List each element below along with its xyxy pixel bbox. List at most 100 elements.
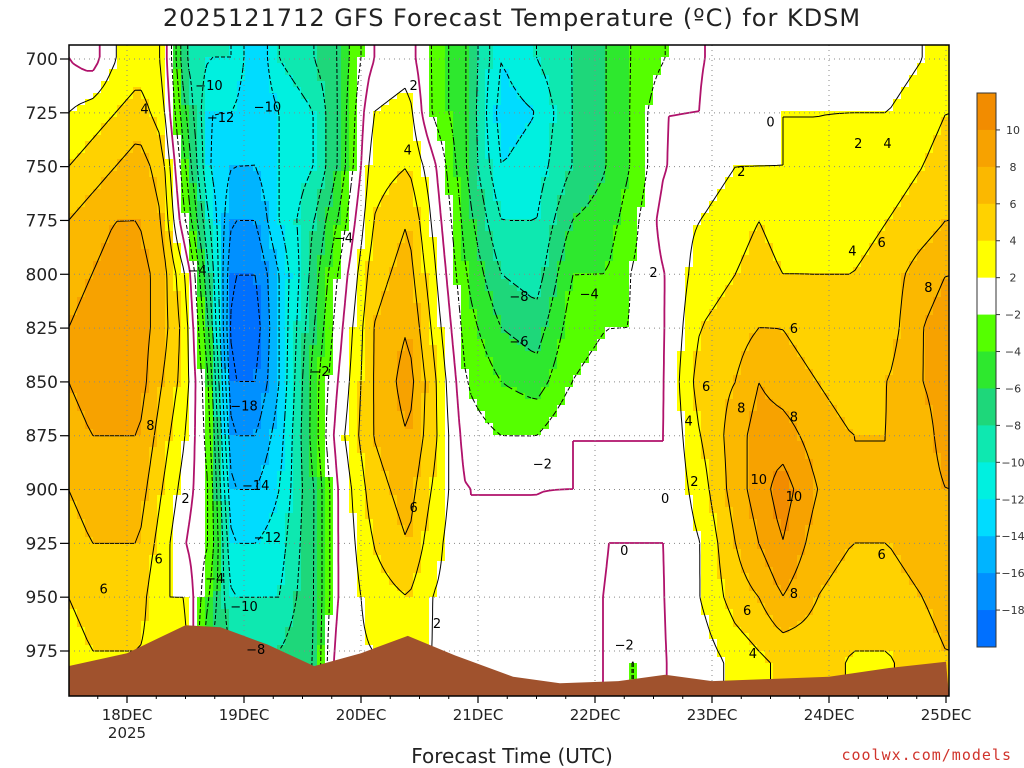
temperature-cell [237, 87, 246, 94]
temperature-cell [133, 393, 142, 400]
temperature-cell [333, 549, 342, 556]
temperature-cell [293, 237, 302, 244]
temperature-cell [245, 261, 254, 268]
temperature-cell [269, 459, 278, 466]
temperature-cell [109, 537, 118, 544]
temperature-cell [373, 531, 382, 538]
temperature-cell [205, 465, 214, 472]
temperature-cell [181, 315, 190, 322]
temperature-cell [101, 471, 110, 478]
temperature-cell [189, 291, 198, 298]
temperature-cell [197, 147, 206, 154]
temperature-cell [285, 123, 294, 130]
temperature-cell [165, 393, 174, 400]
temperature-cell [101, 645, 110, 652]
temperature-cell [397, 495, 406, 502]
temperature-cell [157, 171, 166, 178]
temperature-cell [405, 279, 414, 286]
temperature-cell [77, 477, 86, 484]
temperature-cell [125, 327, 134, 334]
temperature-cell [109, 399, 118, 406]
temperature-cell [261, 453, 270, 460]
temperature-cell [229, 387, 238, 394]
temperature-cell [149, 531, 158, 538]
temperature-cell [357, 633, 366, 640]
temperature-cell [149, 357, 158, 364]
temperature-cell [125, 567, 134, 574]
temperature-cell [349, 387, 358, 394]
temperature-cell [157, 105, 166, 112]
temperature-cell [213, 309, 222, 316]
temperature-cell [221, 93, 230, 100]
temperature-cell [293, 369, 302, 376]
temperature-cell [301, 453, 310, 460]
temperature-cell [421, 399, 430, 406]
temperature-cell [429, 177, 438, 184]
temperature-cell [269, 603, 278, 610]
temperature-cell [293, 477, 302, 484]
temperature-cell [109, 645, 118, 652]
temperature-cell [157, 159, 166, 166]
temperature-cell [125, 129, 134, 136]
temperature-cell [197, 237, 206, 244]
temperature-cell [229, 183, 238, 190]
temperature-cell [317, 255, 326, 262]
temperature-cell [325, 345, 334, 352]
temperature-cell [213, 57, 222, 64]
temperature-cell [221, 327, 230, 334]
temperature-cell [341, 411, 350, 418]
temperature-cell [333, 249, 342, 256]
temperature-cell [117, 591, 126, 598]
temperature-cell [85, 357, 94, 364]
temperature-cell [197, 411, 206, 418]
temperature-cell [317, 279, 326, 286]
temperature-cell [325, 411, 334, 418]
temperature-cell [221, 297, 230, 304]
temperature-cell [77, 411, 86, 418]
temperature-cell [77, 369, 86, 376]
temperature-cell [373, 51, 382, 58]
temperature-cell [109, 273, 118, 280]
temperature-cell [389, 255, 398, 262]
temperature-cell [277, 213, 286, 220]
temperature-cell [125, 345, 134, 352]
temperature-cell [221, 405, 230, 412]
temperature-cell [365, 591, 374, 598]
temperature-cell [85, 591, 94, 598]
temperature-cell [293, 573, 302, 580]
temperature-cell [101, 369, 110, 376]
temperature-cell [221, 147, 230, 154]
temperature-cell [261, 441, 270, 448]
temperature-cell [245, 603, 254, 610]
temperature-cell [301, 219, 310, 226]
temperature-cell [85, 285, 94, 292]
temperature-cell [85, 309, 94, 316]
temperature-cell [165, 375, 174, 382]
temperature-cell [149, 375, 158, 382]
temperature-cell [157, 375, 166, 382]
temperature-cell [133, 321, 142, 328]
temperature-cell [293, 363, 302, 370]
temperature-cell [261, 339, 270, 346]
temperature-cell [285, 249, 294, 256]
temperature-cell [365, 285, 374, 292]
temperature-cell [197, 609, 206, 616]
temperature-cell [93, 57, 102, 64]
temperature-cell [245, 111, 254, 118]
temperature-cell [69, 363, 78, 370]
temperature-cell [117, 111, 126, 118]
temperature-cell [221, 75, 230, 82]
temperature-cell [269, 549, 278, 556]
temperature-cell [85, 657, 94, 664]
temperature-cell [261, 633, 270, 640]
temperature-cell [197, 483, 206, 490]
temperature-cell [221, 165, 230, 172]
temperature-cell [365, 573, 374, 580]
temperature-cell [277, 255, 286, 262]
temperature-cell [181, 513, 190, 520]
temperature-cell [237, 399, 246, 406]
temperature-cell [269, 591, 278, 598]
temperature-cell [301, 201, 310, 208]
temperature-cell [93, 495, 102, 502]
temperature-cell [405, 183, 414, 190]
